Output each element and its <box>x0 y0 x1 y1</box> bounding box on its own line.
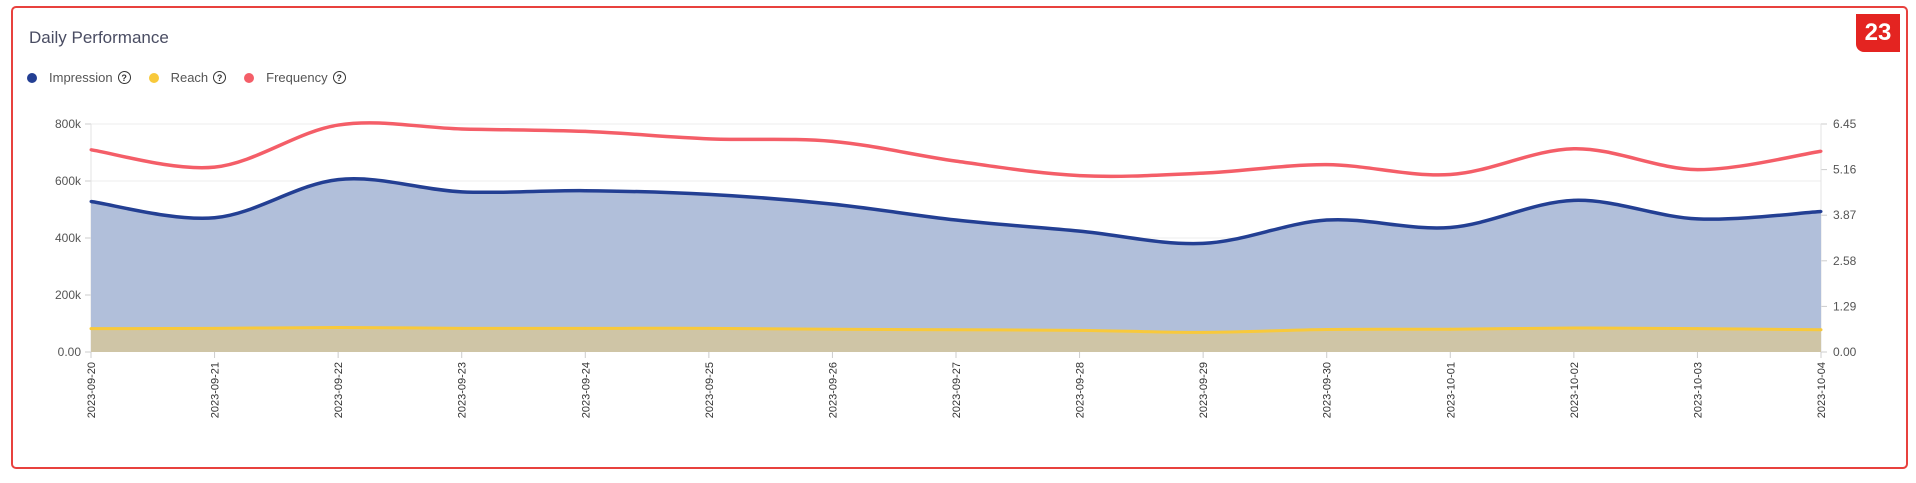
frequency-dot-icon <box>244 72 255 83</box>
x-tick-label: 2023-09-23 <box>457 362 469 418</box>
x-tick-label: 2023-09-28 <box>1075 362 1087 418</box>
x-tick-label: 2023-09-27 <box>951 362 963 418</box>
x-tick-label: 2023-10-03 <box>1692 362 1704 418</box>
reach-point <box>1325 327 1329 331</box>
impression-area <box>91 178 1821 352</box>
frequency-point <box>954 159 958 163</box>
help-circle-icon[interactable]: ? <box>332 71 346 84</box>
impression-point <box>213 216 217 220</box>
frequency-point <box>1325 163 1329 167</box>
frequency-point <box>89 148 93 152</box>
help-circle-icon[interactable]: ? <box>117 71 131 84</box>
y-right-tick-label: 5.16 <box>1833 163 1857 177</box>
reach-point <box>830 327 834 331</box>
x-tick-label: 2023-09-25 <box>704 362 716 418</box>
reach-point <box>89 327 93 331</box>
frequency-point <box>707 137 711 141</box>
reach-point <box>954 328 958 332</box>
impression-point <box>954 218 958 222</box>
reach-point <box>583 326 587 330</box>
legend-frequency[interactable]: Frequency ? <box>244 70 346 85</box>
y-right-tick-label: 3.87 <box>1833 208 1857 222</box>
reach-dot-icon <box>148 72 159 83</box>
frequency-point <box>830 139 834 143</box>
y-right-tick-label: 2.58 <box>1833 254 1857 268</box>
reach-point <box>1201 330 1205 334</box>
impression-point <box>1819 209 1823 213</box>
x-tick-label: 2023-09-26 <box>827 362 839 418</box>
reach-point <box>1695 327 1699 331</box>
y-left-tick-label: 800k <box>55 117 82 131</box>
x-tick-label: 2023-10-02 <box>1569 362 1581 418</box>
frequency-point <box>1078 174 1082 178</box>
frequency-point <box>583 129 587 133</box>
reach-area <box>91 327 1821 352</box>
impression-point <box>1695 217 1699 221</box>
frequency-point <box>460 127 464 131</box>
legend: Impression ? Reach ? Frequency ? <box>27 70 364 85</box>
reach-point <box>1572 326 1576 330</box>
frequency-point <box>213 165 217 169</box>
help-circle-icon[interactable]: ? <box>213 71 227 84</box>
legend-reach[interactable]: Reach ? <box>148 70 227 85</box>
impression-point <box>1078 229 1082 233</box>
reach-point <box>1448 327 1452 331</box>
reach-point <box>1819 328 1823 332</box>
x-tick-label: 2023-09-20 <box>86 362 98 418</box>
impression-point <box>1201 241 1205 245</box>
legend-label: Frequency <box>266 70 328 85</box>
impression-point <box>460 190 464 194</box>
frequency-line <box>90 121 1822 179</box>
annotation-badge: 23 <box>1856 14 1900 52</box>
legend-impression[interactable]: Impression ? <box>27 70 131 85</box>
x-tick-label: 2023-09-22 <box>333 362 345 418</box>
x-tick-label: 2023-09-24 <box>580 362 592 418</box>
x-tick-label: 2023-10-01 <box>1445 362 1457 418</box>
frequency-point <box>1448 173 1452 177</box>
y-left-tick-label: 200k <box>55 288 82 302</box>
y-right-tick-label: 1.29 <box>1833 299 1857 313</box>
impression-point <box>1325 218 1329 222</box>
x-tick-label: 2023-09-29 <box>1198 362 1210 418</box>
legend-label: Impression <box>49 70 113 85</box>
y-left-tick-label: 600k <box>55 174 82 188</box>
reach-point <box>460 326 464 330</box>
x-tick-label: 2023-10-04 <box>1816 362 1828 418</box>
y-right-tick-label: 6.45 <box>1833 117 1857 131</box>
impression-point <box>1572 198 1576 202</box>
y-left-tick-label: 0.00 <box>58 345 82 359</box>
chart-title: Daily Performance <box>29 28 169 47</box>
impression-dot-icon <box>27 72 37 83</box>
reach-point <box>1078 328 1082 332</box>
impression-point <box>336 178 340 182</box>
impression-point <box>89 200 93 204</box>
y-left-tick-label: 400k <box>55 231 82 245</box>
reach-point <box>336 325 340 329</box>
x-tick-label: 2023-09-30 <box>1322 362 1334 418</box>
legend-label: Reach <box>170 70 209 85</box>
impression-point <box>1448 225 1452 229</box>
frequency-point <box>1695 168 1699 172</box>
x-tick-label: 2023-09-21 <box>210 362 222 418</box>
reach-point <box>213 326 217 330</box>
frequency-point <box>1201 171 1205 175</box>
daily-performance-card: 23 <box>11 6 1908 469</box>
frequency-point <box>1572 147 1576 151</box>
impression-point <box>707 192 711 196</box>
impression-point <box>830 202 834 206</box>
frequency-point <box>336 123 340 127</box>
frequency-point <box>1819 149 1823 153</box>
impression-point <box>583 189 587 193</box>
reach-point <box>707 326 711 330</box>
y-right-tick-label: 0.00 <box>1833 345 1857 359</box>
